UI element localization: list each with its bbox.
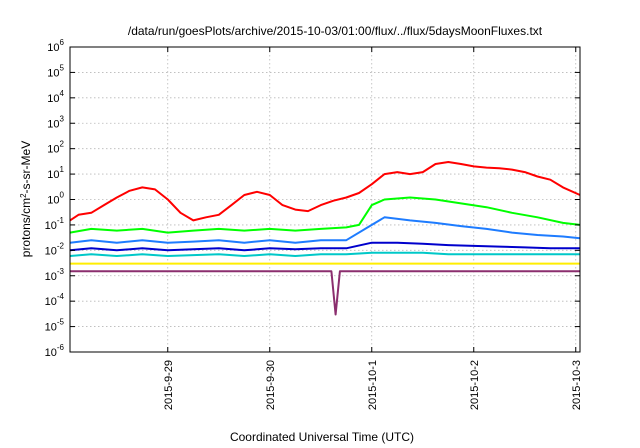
y-axis-label-post: -s-sr-MeV [19,141,33,194]
y-tick-label: 10-3 [45,267,65,283]
y-tick-label: 10-5 [45,318,65,334]
y-tick-label: 105 [47,63,64,79]
chart-title: /data/run/goesPlots/archive/2015-10-03/0… [128,24,543,38]
y-tick-label-exponent: 1 [60,165,65,174]
tick-layer [70,46,580,353]
y-tick-label: 10-6 [45,343,65,359]
y-tick-label: 102 [47,140,64,156]
y-axis-label: protons/cm2-s-sr-MeV [19,141,34,257]
series-layer [69,161,581,316]
y-tick-label-base: 10 [47,195,59,207]
y-tick-label-exponent: 6 [60,38,65,47]
series-line-3 [69,216,581,244]
y-tick-label: 101 [47,165,64,181]
y-tick-label-base: 10 [45,220,57,232]
y-tick-label-exponent: 2 [60,140,65,149]
x-tick-labels: 2015-9-29 2015-9-30 2015-10-1 2015-10-2 2015… [163,360,583,410]
y-tick-label-exponent: -4 [57,292,65,301]
y-tick-label-exponent: 4 [60,89,65,98]
y-tick-label-base: 10 [47,144,59,156]
y-tick-label-exponent: 5 [60,63,65,72]
y-tick-labels: 10-610-510-410-310-210-11001011021031041… [45,38,65,359]
x-axis-label: Coordinated Universal Time (UTC) [230,430,414,444]
y-tick-label-exponent: -6 [57,343,65,352]
y-tick-label-exponent: -3 [57,267,65,276]
y-tick-label-base: 10 [45,322,57,334]
y-tick-label-base: 10 [45,347,57,359]
series-line-7 [70,270,580,316]
y-tick-label: 10-1 [45,216,65,232]
series-line-5 [69,251,580,257]
y-axis-label-pre: protons/cm [19,198,33,257]
y-tick-label-base: 10 [47,93,59,105]
y-tick-label-base: 10 [47,169,59,181]
y-tick-label-base: 10 [45,296,57,308]
series-line-1 [69,161,581,222]
y-tick-label: 10-2 [45,241,65,257]
y-tick-label-base: 10 [47,67,59,79]
y-tick-label-exponent: -2 [57,241,65,250]
y-tick-label-exponent: 0 [60,191,65,200]
y-tick-label: 104 [47,89,64,105]
x-tick-label: 2015-9-30 [265,360,277,410]
x-tick-label: 2015-10-3 [571,360,583,410]
y-tick-label: 103 [47,114,64,130]
y-tick-label-exponent: 3 [60,114,65,123]
series-line-4 [69,241,580,252]
y-tick-label-base: 10 [47,42,59,54]
x-tick-label: 2015-9-29 [163,360,175,410]
y-tick-label-base: 10 [47,118,59,130]
x-tick-label: 2015-10-1 [367,360,379,410]
y-tick-label-exponent: -5 [57,318,65,327]
y-tick-label-base: 10 [45,271,57,283]
series-line-2 [69,196,581,234]
y-tick-label: 100 [47,191,64,207]
y-tick-label: 10-4 [45,292,65,308]
y-tick-label-exponent: -1 [57,216,65,225]
y-tick-label: 106 [47,38,64,54]
y-axis-label-sup: 2 [19,193,28,198]
y-tick-label-base: 10 [45,245,57,257]
x-tick-label: 2015-10-2 [469,360,481,410]
